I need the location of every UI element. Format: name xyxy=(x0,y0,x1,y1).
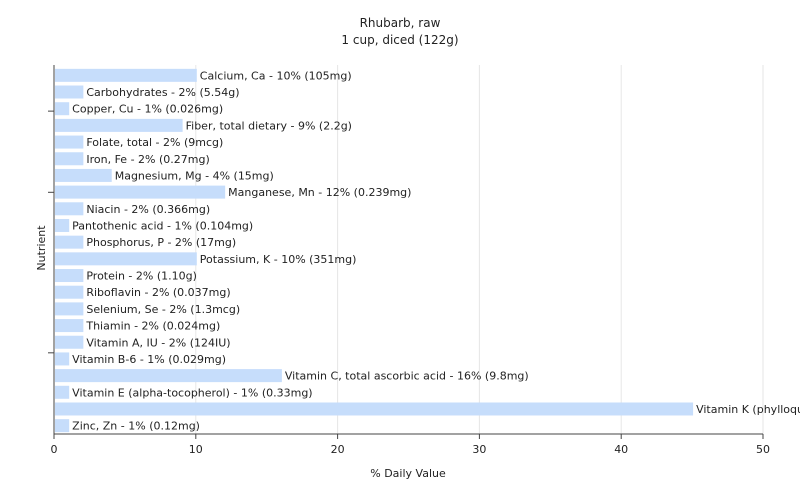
bar-label: Vitamin B-6 - 1% (0.029mg) xyxy=(72,353,226,366)
x-axis-title: % Daily Value xyxy=(370,467,446,480)
chart-subtitle: 1 cup, diced (122g) xyxy=(341,33,459,47)
bar xyxy=(55,269,84,283)
bar-label: Pantothenic acid - 1% (0.104mg) xyxy=(72,219,253,232)
bar xyxy=(55,419,70,433)
bar-label: Vitamin A, IU - 2% (124IU) xyxy=(86,336,230,349)
x-tick-label: 10 xyxy=(189,443,203,456)
bar-label: Phosphorus, P - 2% (17mg) xyxy=(86,236,236,249)
bar-label: Fiber, total dietary - 9% (2.2g) xyxy=(186,119,352,132)
y-axis-title: Nutrient xyxy=(35,225,48,271)
bar-label: Vitamin K (phylloquinone) - 45% (35.7mcg… xyxy=(696,403,800,416)
bar xyxy=(55,352,70,366)
bar xyxy=(55,369,282,383)
bar xyxy=(55,302,84,316)
bar xyxy=(55,319,84,333)
x-tick-label: 50 xyxy=(756,443,770,456)
bars xyxy=(55,68,694,433)
bar-labels: Calcium, Ca - 10% (105mg) Carbohydrates -… xyxy=(72,69,800,432)
bar xyxy=(55,118,183,132)
bar-label: Vitamin E (alpha-tocopherol) - 1% (0.33m… xyxy=(72,386,312,399)
bar-label: Magnesium, Mg - 4% (15mg) xyxy=(115,169,274,182)
axes: 0 10 20 30 40 50 xyxy=(48,65,770,456)
bar xyxy=(55,202,84,216)
bar xyxy=(55,68,197,82)
bar-label: Niacin - 2% (0.366mg) xyxy=(86,203,210,216)
bar-label: Carbohydrates - 2% (5.54g) xyxy=(86,86,239,99)
bar xyxy=(55,252,197,266)
bar xyxy=(55,218,70,232)
x-tick-label: 0 xyxy=(51,443,58,456)
x-tick-label: 30 xyxy=(472,443,486,456)
bar xyxy=(55,152,84,166)
bar xyxy=(55,135,84,149)
bar-label: Thiamin - 2% (0.024mg) xyxy=(85,320,220,333)
bar xyxy=(55,185,226,199)
chart-title: Rhubarb, raw xyxy=(359,16,441,30)
bar xyxy=(55,402,694,416)
bar-label: Protein - 2% (1.10g) xyxy=(86,270,197,283)
bar-label: Iron, Fe - 2% (0.27mg) xyxy=(86,153,209,166)
bar xyxy=(55,335,84,349)
bar-label: Potassium, K - 10% (351mg) xyxy=(200,253,357,266)
bar-label: Calcium, Ca - 10% (105mg) xyxy=(200,69,352,82)
bar-label: Folate, total - 2% (9mcg) xyxy=(86,136,223,149)
bar xyxy=(55,235,84,249)
bar xyxy=(55,385,70,399)
bar-label: Copper, Cu - 1% (0.026mg) xyxy=(72,103,223,116)
bar-label: Zinc, Zn - 1% (0.12mg) xyxy=(72,420,200,433)
bar-label: Riboflavin - 2% (0.037mg) xyxy=(86,286,230,299)
bar-label: Vitamin C, total ascorbic acid - 16% (9.… xyxy=(285,370,529,383)
x-tick-label: 20 xyxy=(331,443,345,456)
bar xyxy=(55,285,84,299)
x-tick-label: 40 xyxy=(614,443,628,456)
bar-label: Selenium, Se - 2% (1.3mcg) xyxy=(86,303,240,316)
bar xyxy=(55,85,84,99)
bar-label: Manganese, Mn - 12% (0.239mg) xyxy=(228,186,411,199)
bar xyxy=(55,168,112,182)
bar xyxy=(55,102,70,116)
